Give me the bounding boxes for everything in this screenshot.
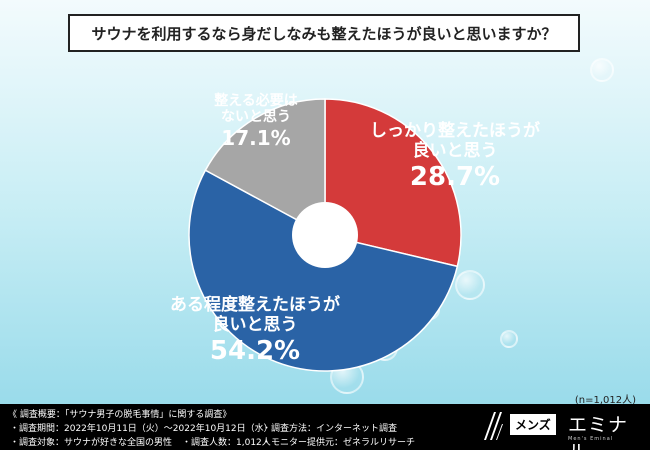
slice-label-line2: ないと思う: [221, 109, 291, 126]
pie-slice-strongly-agree: [324, 98, 462, 268]
survey-title: 《 調査概要：「サウナ男子の脱毛事情」に関する調査》: [8, 410, 232, 420]
question-title: サウナを利用するなら身だしなみも整えたほうが良いと思いますか？: [68, 14, 580, 52]
slice-value-somewhat-agree: 54.2%: [209, 336, 301, 367]
survey-period: ・調査期間：2022年10月11日（火）～2022年10月12日（水）: [10, 424, 273, 434]
survey-count: ・調査人数：1,012人: [182, 438, 271, 448]
decorative-bubble: [455, 270, 485, 300]
survey-target: ・調査対象：サウナが好きな全国の男性: [10, 438, 173, 448]
slice-label-line1: 整える必要は: [214, 93, 298, 109]
brand-logo: メンズ エミナル Men's Eminal: [482, 408, 642, 450]
brand-name: エミナル: [568, 414, 629, 450]
slice-label-line1: しっかり整えたほうが: [370, 121, 540, 141]
sample-size: (n=1,012人): [574, 395, 636, 406]
survey-provider: ・モニター提供元：ゼネラルリサーチ: [262, 438, 416, 448]
survey-method: ・調査方法：インターネット調査: [262, 424, 398, 434]
brand-mark-icon: [484, 412, 503, 440]
slice-label-not-necessary: 整える必要は ないと思う 17.1%: [196, 93, 316, 150]
brand-subtitle: Men's Eminal: [568, 436, 614, 442]
brand-box-text: メンズ: [510, 414, 556, 435]
slice-label-line1: ある程度整えたほうが: [170, 295, 340, 315]
pie-slice-somewhat-agree: [188, 169, 459, 372]
slice-value-strongly-agree: 28.7%: [409, 162, 501, 193]
survey-footer: 《 調査概要：「サウナ男子の脱毛事情」に関する調査》 ・調査期間：2022年10…: [0, 404, 650, 450]
slice-label-strongly-agree: しっかり整えたほうが 良いと思う 28.7%: [345, 121, 565, 193]
slice-label-somewhat-agree: ある程度整えたほうが 良いと思う 54.2%: [150, 295, 360, 367]
slice-label-line2: 良いと思う: [212, 314, 298, 335]
slice-label-line2: 良いと思う: [412, 140, 498, 161]
decorative-bubble: [590, 58, 614, 82]
donut-center-hole: [292, 202, 358, 268]
pie-slice-not-necessary: [204, 98, 326, 237]
decorative-bubble: [500, 330, 518, 348]
slice-value-not-necessary: 17.1%: [221, 126, 291, 151]
